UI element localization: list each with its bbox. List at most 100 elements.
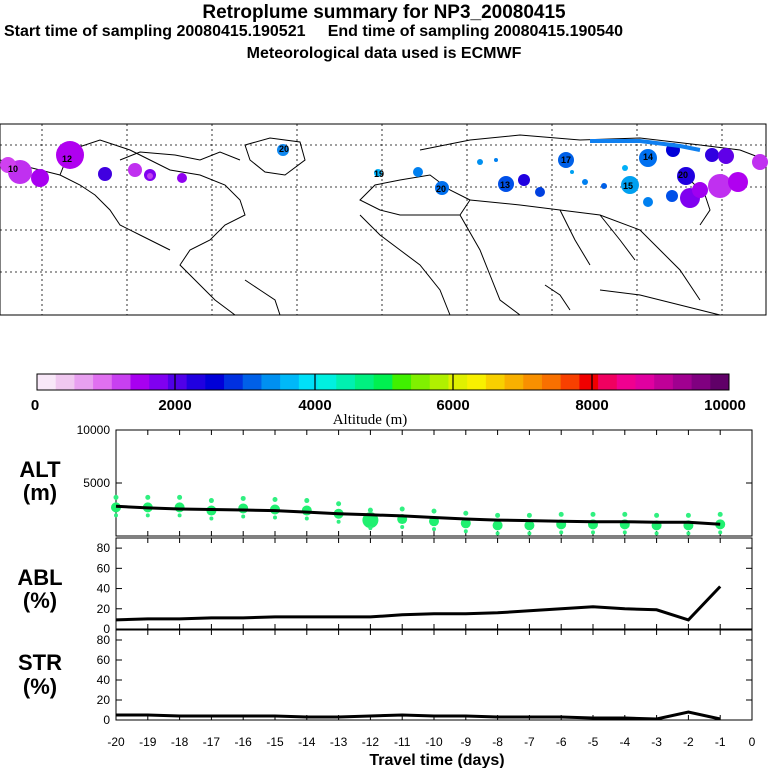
y-tick-label: 5000 — [83, 476, 110, 490]
colorbar-swatch — [411, 374, 431, 390]
alt-scatter-point — [591, 530, 595, 535]
x-axis-title: Travel time (days) — [369, 752, 504, 768]
map-number-labels: 12 20 19 17 13 20 14 15 20 10 — [8, 144, 688, 194]
plume-circle — [56, 141, 84, 169]
alt-scatter-point — [622, 530, 627, 535]
str-panel-label: STR — [18, 650, 62, 675]
colorbar-swatch — [579, 374, 599, 390]
y-tick-label: 10000 — [77, 423, 111, 437]
colorbar-swatch — [485, 374, 506, 390]
str-line — [116, 710, 721, 721]
alt-scatter-point — [273, 515, 277, 520]
y-tick-label: 0 — [103, 713, 110, 727]
map-label: 20 — [436, 184, 446, 194]
x-tick-label: -2 — [683, 735, 694, 749]
alt-scatter-point — [209, 516, 214, 521]
alt-scatter-point — [238, 503, 249, 514]
x-tick-label: -19 — [139, 735, 157, 749]
y-tick-label: 60 — [97, 561, 111, 575]
colorbar-swatch — [560, 374, 580, 390]
map-label: 15 — [623, 181, 633, 191]
alt-scatter-point — [304, 516, 309, 521]
plume-circle — [692, 182, 708, 198]
altitude-colorbar — [36, 373, 730, 391]
y-tick-label: 20 — [97, 602, 111, 616]
plume-circle — [752, 154, 768, 170]
alt-scatter-point — [460, 518, 471, 529]
colorbar-swatch — [224, 374, 244, 390]
colorbar-swatch — [504, 374, 524, 390]
x-tick-label: -4 — [619, 735, 630, 749]
plume-circle — [494, 158, 498, 162]
colorbar-swatch — [616, 374, 636, 390]
colorbar-swatch — [392, 374, 412, 390]
colorbar-swatch — [654, 374, 674, 390]
colorbar-swatch — [429, 374, 449, 390]
plume-circle — [705, 148, 719, 162]
plume-circle — [128, 163, 142, 177]
x-tick-label: 0 — [749, 735, 756, 749]
colorbar-tick: 8000 — [575, 397, 608, 414]
alt-scatter-point — [686, 531, 691, 536]
alt-scatter-point — [495, 512, 501, 518]
plume-circle — [666, 190, 678, 202]
x-tick-label: -12 — [362, 735, 380, 749]
map-label: 17 — [561, 155, 571, 165]
abl-panel-label: ABL — [17, 565, 62, 590]
str-panel-unit: (%) — [23, 674, 57, 699]
plume-circle — [0, 157, 16, 173]
sampling-times: Start time of sampling 20080415.190521 E… — [4, 23, 623, 40]
alt-scatter-point — [431, 508, 437, 514]
plume-circle — [98, 167, 112, 181]
x-tick-label: -10 — [425, 735, 443, 749]
alt-scatter-point — [718, 530, 723, 535]
abl-panel-unit: (%) — [23, 588, 57, 613]
map-label: 20 — [279, 144, 289, 154]
y-tick-label: 80 — [97, 541, 111, 555]
alt-scatter-point — [559, 530, 564, 535]
x-tick-label: -3 — [651, 735, 662, 749]
map-label: 19 — [374, 169, 384, 179]
alt-scatter-point — [463, 529, 468, 534]
map-label: 20 — [678, 170, 688, 180]
plume-circle — [177, 173, 187, 183]
alt-scatter-point — [492, 520, 503, 531]
alt-scatter-point — [400, 525, 405, 530]
colorbar-swatch — [448, 374, 468, 390]
panel-abl: 0 20 40 60 80 — [97, 537, 753, 636]
plume-circle — [570, 170, 574, 174]
plume-circle — [374, 169, 382, 177]
x-tick-label: -6 — [556, 735, 567, 749]
plume-circle — [558, 152, 574, 168]
alt-scatter-point — [177, 513, 182, 518]
x-tick-label: -1 — [715, 735, 726, 749]
alt-scatter-point — [590, 511, 596, 517]
colorbar-swatch — [541, 374, 562, 390]
y-tick-label: 80 — [97, 633, 111, 647]
colorbar-swatch — [186, 374, 206, 390]
colorbar-tick: 0 — [31, 397, 39, 414]
colorbar-swatch — [298, 374, 319, 390]
colorbar-swatch — [336, 374, 356, 390]
x-tick-label: -18 — [171, 735, 189, 749]
x-tick-label: -13 — [330, 735, 348, 749]
colorbar-swatch — [55, 374, 75, 390]
plume-circle — [277, 144, 289, 156]
x-tick-label: -16 — [235, 735, 253, 749]
x-tick-label: -20 — [107, 735, 125, 749]
x-tick-label: -11 — [394, 735, 411, 749]
colorbar-swatch — [242, 374, 262, 390]
x-tick-label: -5 — [588, 735, 599, 749]
world-map: 12 20 19 17 13 20 14 15 20 10 — [0, 123, 768, 316]
alt-scatter-point — [654, 531, 659, 536]
alt-panel-label: ALT — [19, 457, 61, 482]
alt-scatter-point — [240, 495, 246, 501]
x-tick-label: -15 — [266, 735, 284, 749]
colorbar-frame — [36, 373, 730, 391]
colorbar-swatch — [93, 374, 113, 390]
plume-circle — [621, 176, 639, 194]
y-tick-label: 60 — [97, 653, 111, 667]
alt-scatter-point — [495, 531, 500, 536]
colorbar-swatch — [167, 374, 188, 390]
